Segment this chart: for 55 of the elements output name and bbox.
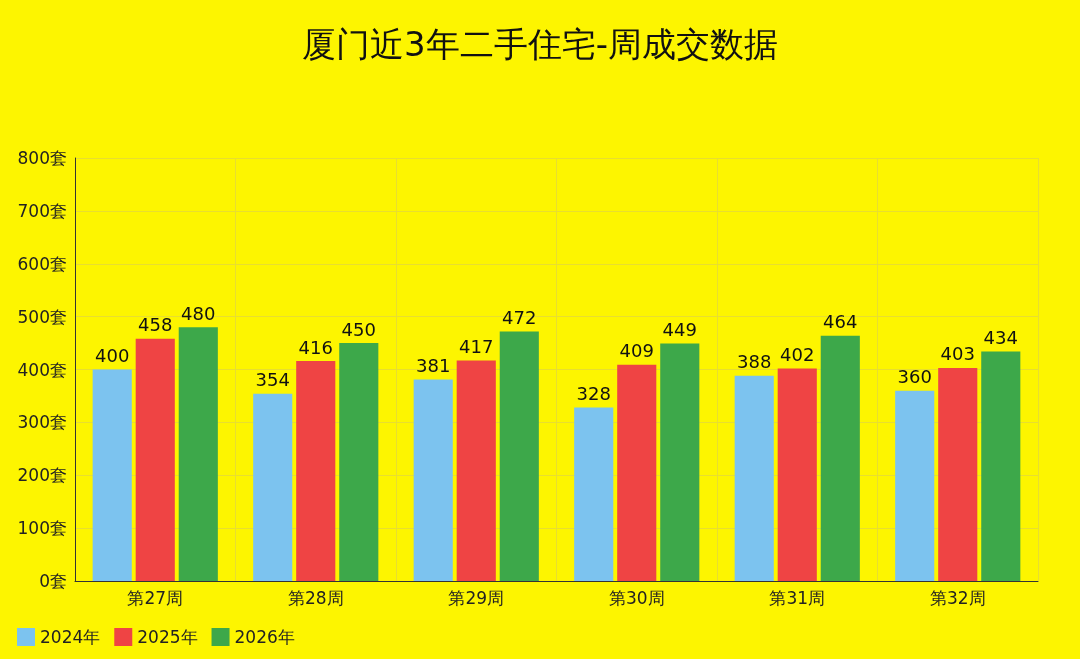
data-label: 434: [983, 327, 1018, 349]
bar: [296, 361, 336, 581]
x-tick-label: 第31周: [769, 587, 826, 608]
data-label: 480: [181, 302, 216, 324]
x-tick-label: 第27周: [127, 587, 184, 608]
data-label: 388: [737, 351, 772, 373]
bar: [253, 393, 293, 581]
data-label: 472: [502, 306, 537, 328]
data-label: 464: [823, 311, 858, 333]
y-tick-label: 300套: [17, 412, 67, 433]
bar: [499, 331, 539, 581]
data-label: 400: [95, 345, 130, 366]
legend-label: 2026年: [234, 627, 295, 647]
y-tick-label: 400套: [17, 359, 67, 380]
data-label: 402: [780, 343, 815, 365]
bar: [734, 375, 774, 581]
bar: [574, 407, 614, 581]
bar: [938, 367, 978, 581]
bar: [92, 369, 132, 581]
legend-label: 2024年: [40, 627, 101, 647]
chart-title: 厦门近3年二手住宅-周成交数据: [302, 24, 778, 64]
bar: [820, 335, 860, 581]
data-label: 354: [255, 369, 290, 391]
y-tick-label: 800套: [17, 148, 67, 168]
bar: [660, 343, 700, 581]
data-label: 449: [662, 319, 697, 341]
bar: [617, 364, 657, 581]
data-label: 409: [619, 340, 654, 362]
legend-label: 2025年: [137, 627, 198, 647]
bar: [895, 390, 935, 581]
x-tick-label: 第30周: [608, 587, 665, 608]
data-label: 417: [459, 336, 494, 358]
y-tick-label: 500套: [17, 306, 67, 327]
bar: [413, 379, 453, 581]
y-tick-label: 600套: [17, 253, 67, 274]
data-label: 381: [416, 355, 451, 377]
y-tick-label: 200套: [17, 465, 67, 486]
data-label: 328: [576, 383, 611, 405]
data-label: 450: [341, 318, 376, 340]
y-tick-label: 0套: [39, 571, 67, 591]
y-tick-label: 100套: [17, 518, 67, 539]
bar: [135, 338, 175, 581]
bar: [456, 360, 496, 581]
data-label: 416: [298, 336, 333, 358]
data-label: 360: [897, 366, 932, 388]
x-tick-label: 第32周: [929, 587, 986, 608]
bar: [777, 368, 817, 581]
data-label: 458: [138, 314, 173, 336]
x-tick-label: 第29周: [448, 587, 505, 608]
bar: [981, 351, 1021, 581]
bar: [178, 327, 218, 581]
data-label: 403: [940, 343, 975, 365]
bar: [339, 343, 379, 581]
x-tick-label: 第28周: [287, 587, 344, 608]
y-tick-label: 700套: [17, 200, 67, 221]
